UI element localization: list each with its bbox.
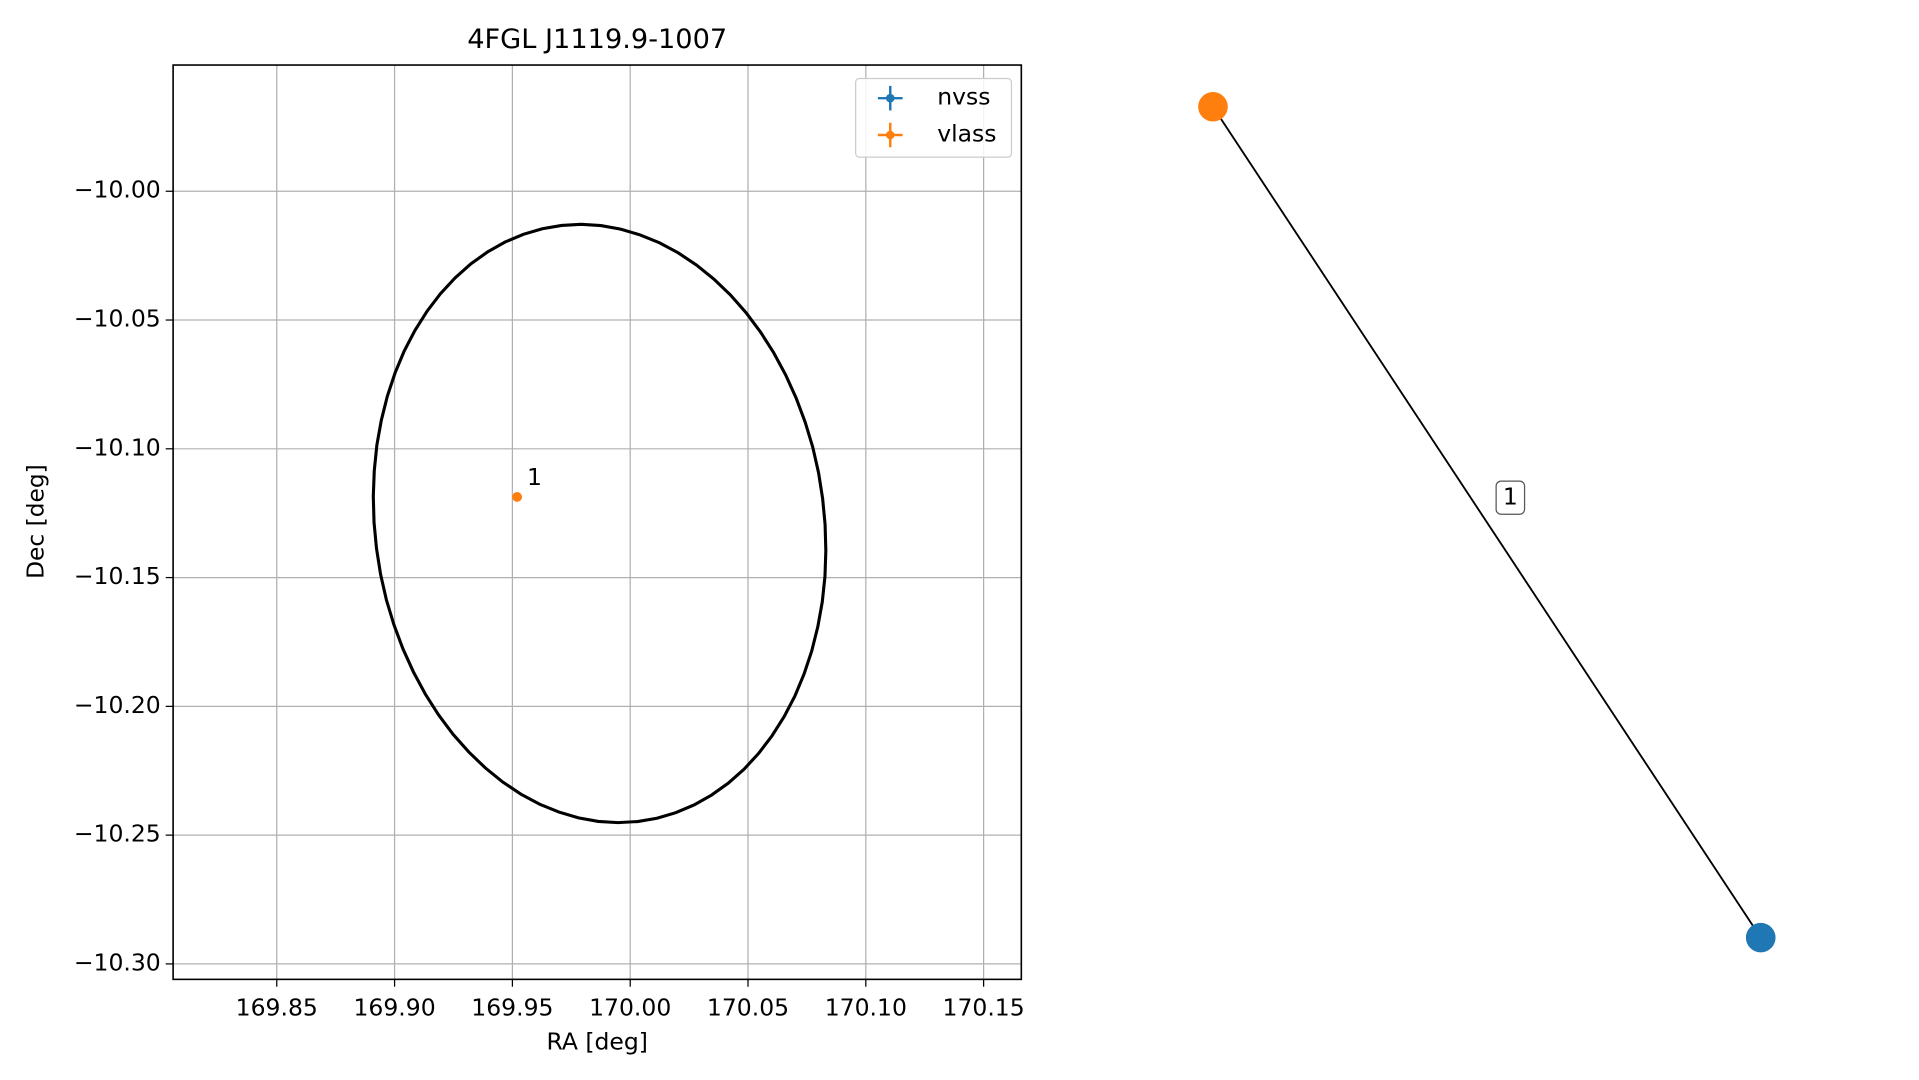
y-tick-label: −10.00: [74, 176, 161, 204]
legend-label: nvss: [937, 83, 990, 111]
legend-label: vlass: [937, 120, 996, 148]
y-tick-label: −10.10: [74, 433, 161, 461]
edge: [1212, 106, 1762, 939]
edge-label-box: [1495, 480, 1526, 515]
y-tick-label: −10.15: [74, 562, 161, 590]
y-tick-label: −10.20: [74, 691, 161, 719]
node: [1745, 922, 1776, 953]
ellipse: [371, 222, 828, 825]
x-axis-label: RA [deg]: [546, 1028, 647, 1056]
y-axis-label: Dec [deg]: [22, 464, 50, 579]
point-label: 1: [527, 463, 542, 491]
node: [1198, 92, 1228, 122]
x-tick-label: 170.15: [943, 993, 1025, 1021]
point: [512, 492, 523, 502]
edge-label: 1: [1503, 483, 1518, 511]
graph: 1: [1198, 92, 1776, 953]
y-tick-label: −10.25: [74, 820, 161, 848]
x-tick-label: 170.05: [707, 993, 789, 1021]
legend-marker: [885, 93, 895, 103]
x-tick-label: 169.95: [471, 993, 553, 1021]
x-tick-label: 169.90: [354, 993, 436, 1021]
legend-marker: [885, 130, 895, 140]
chart-title: 4FGL J1119.9-1007: [467, 24, 727, 55]
x-tick-label: 169.85: [236, 993, 318, 1021]
y-tick-label: −10.30: [74, 948, 161, 976]
x-tick-label: 170.10: [825, 993, 907, 1021]
y-tick-label: −10.05: [74, 305, 161, 333]
x-tick-label: 170.00: [589, 993, 671, 1021]
plot-frame: [172, 64, 1023, 981]
